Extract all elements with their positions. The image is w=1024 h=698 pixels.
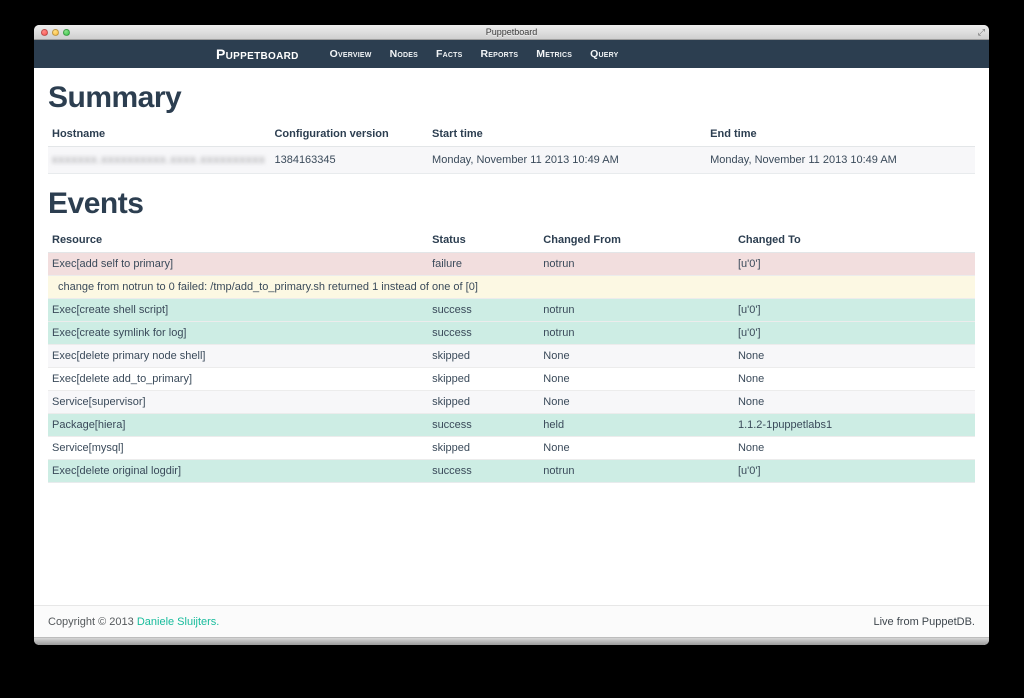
events-table: Resource Status Changed From Changed To Exe… <box>48 230 975 483</box>
navbar: Puppetboard Overview Nodes Facts Reports Met… <box>34 40 989 68</box>
event-row: Exec[add self to primary] failure notrun [u… <box>48 252 975 276</box>
event-row: Exec[delete primary node shell] skipped No… <box>48 344 975 368</box>
event-resource-cell: Service[mysql] <box>48 436 429 460</box>
event-row: Service[supervisor] skipped None None <box>48 390 975 414</box>
start-time-cell: Monday, November 11 2013 10:49 AM <box>428 146 707 174</box>
event-changed-from-cell: None <box>539 367 734 391</box>
footer: Copyright © 2013 Daniele Sluijters. Live… <box>34 605 989 637</box>
event-resource-cell: Package[hiera] <box>48 413 429 437</box>
window-bottom-edge <box>34 637 989 645</box>
event-changed-to-cell: 1.1.2-1puppetlabs1 <box>733 413 975 437</box>
window-title: Puppetboard <box>485 27 538 37</box>
event-changed-to-cell: None <box>733 390 975 414</box>
event-status-cell: success <box>428 459 540 483</box>
redacted-hostname: xxxxxxx.xxxxxxxxxx.xxxx.xxxxxxxxxx <box>52 154 266 166</box>
event-changed-from-cell: notrun <box>539 321 734 345</box>
event-changed-to-cell: [u'0'] <box>733 252 975 276</box>
nav-items: Overview Nodes Facts Reports Metrics Query <box>321 48 628 60</box>
events-table-body: Exec[add self to primary] failure notrun [u… <box>48 252 975 483</box>
events-column-status: Status <box>428 230 540 253</box>
event-changed-from-cell: notrun <box>539 252 734 276</box>
events-header-row: Resource Status Changed From Changed To <box>48 230 975 253</box>
event-changed-to-cell: None <box>733 344 975 368</box>
events-heading: Events <box>48 187 144 220</box>
configuration-version-cell: 1384163345 <box>270 146 429 174</box>
summary-header-row: Hostname Configuration version Start time E… <box>48 124 975 147</box>
event-row: Exec[delete add_to_primary] skipped None No… <box>48 367 975 391</box>
event-changed-from-cell: None <box>539 390 734 414</box>
nav-item-reports[interactable]: Reports <box>480 48 519 60</box>
zoom-window-icon[interactable] <box>63 29 70 36</box>
copyright-prefix: Copyright © 2013 <box>48 615 137 628</box>
event-resource-cell: Exec[delete primary node shell] <box>48 344 429 368</box>
event-row: Exec[create symlink for log] success notru… <box>48 321 975 345</box>
events-column-resource: Resource <box>48 230 429 253</box>
summary-column-configuration-version: Configuration version <box>270 124 429 147</box>
summary-column-end-time: End time <box>706 124 975 147</box>
nav-item-query[interactable]: Query <box>590 48 619 60</box>
event-resource-cell: Service[supervisor] <box>48 390 429 414</box>
event-message-row: change from notrun to 0 failed: /tmp/add… <box>48 275 975 299</box>
main-content: Summary Hostname Configuration version Sta… <box>34 68 989 605</box>
event-resource-cell: Exec[delete add_to_primary] <box>48 367 429 391</box>
event-changed-to-cell: [u'0'] <box>733 459 975 483</box>
event-changed-to-cell: None <box>733 367 975 391</box>
end-time-cell: Monday, November 11 2013 10:49 AM <box>706 146 975 174</box>
event-row: Exec[create shell script] success notrun [u… <box>48 298 975 322</box>
event-changed-from-cell: None <box>539 436 734 460</box>
event-changed-to-cell: [u'0'] <box>733 298 975 322</box>
mac-title-bar[interactable]: Puppetboard ⤢ <box>34 25 989 40</box>
event-changed-from-cell: held <box>539 413 734 437</box>
close-window-icon[interactable] <box>41 29 48 36</box>
event-row: Exec[delete original logdir] success notru… <box>48 459 975 483</box>
app-window: Puppetboard ⤢ Puppetboard Overview Nodes F… <box>34 25 989 645</box>
event-status-cell: success <box>428 298 540 322</box>
nav-item-metrics[interactable]: Metrics <box>536 48 573 60</box>
event-resource-cell: Exec[create shell script] <box>48 298 429 322</box>
event-status-cell: success <box>428 413 540 437</box>
event-status-cell: failure <box>428 252 540 276</box>
live-status-text: Live from PuppetDB. <box>873 615 976 628</box>
event-changed-from-cell: notrun <box>539 459 734 483</box>
events-column-changed-from: Changed From <box>539 230 734 253</box>
minimize-window-icon[interactable] <box>52 29 59 36</box>
event-row: Service[mysql] skipped None None <box>48 436 975 460</box>
copyright-text: Copyright © 2013 Daniele Sluijters. <box>48 616 219 628</box>
event-row: Package[hiera] success held 1.1.2-1puppetla… <box>48 413 975 437</box>
event-status-cell: skipped <box>428 344 540 368</box>
event-status-cell: skipped <box>428 436 540 460</box>
hostname-cell: xxxxxxx.xxxxxxxxxx.xxxx.xxxxxxxxxx <box>48 146 271 174</box>
event-status-cell: skipped <box>428 367 540 391</box>
summary-column-hostname: Hostname <box>48 124 271 147</box>
events-column-changed-to: Changed To <box>733 230 975 253</box>
event-resource-cell: Exec[add self to primary] <box>48 252 429 276</box>
summary-table: Hostname Configuration version Start time E… <box>48 124 975 174</box>
summary-heading: Summary <box>48 81 182 114</box>
event-changed-from-cell: None <box>539 344 734 368</box>
fullscreen-icon[interactable]: ⤢ <box>977 27 985 37</box>
event-changed-from-cell: notrun <box>539 298 734 322</box>
author-link[interactable]: Daniele Sluijters. <box>136 615 220 628</box>
nav-item-overview[interactable]: Overview <box>329 48 372 60</box>
event-status-cell: skipped <box>428 390 540 414</box>
event-changed-to-cell: [u'0'] <box>733 321 975 345</box>
event-changed-to-cell: None <box>733 436 975 460</box>
window-controls <box>41 29 70 36</box>
summary-data-row: xxxxxxx.xxxxxxxxxx.xxxx.xxxxxxxxxx 13841… <box>48 146 975 174</box>
event-resource-cell: Exec[create symlink for log] <box>48 321 429 345</box>
event-resource-cell: Exec[delete original logdir] <box>48 459 429 483</box>
event-status-cell: success <box>428 321 540 345</box>
nav-item-facts[interactable]: Facts <box>436 48 463 60</box>
summary-column-start-time: Start time <box>428 124 707 147</box>
event-message-cell: change from notrun to 0 failed: /tmp/add… <box>48 275 975 299</box>
nav-item-nodes[interactable]: Nodes <box>389 48 419 60</box>
navbar-brand[interactable]: Puppetboard <box>216 46 299 62</box>
